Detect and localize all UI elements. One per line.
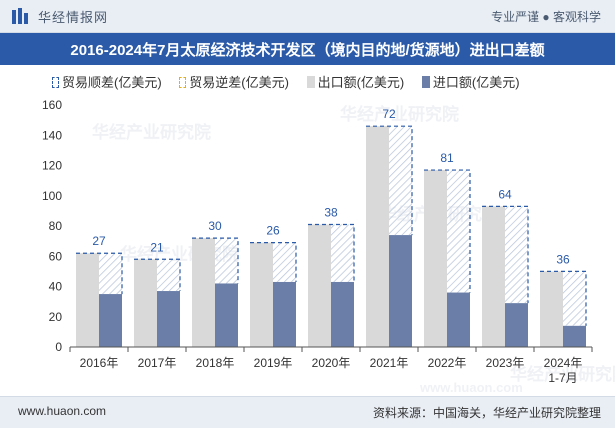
data-label-surplus: 81 <box>440 151 454 165</box>
data-label-surplus: 36 <box>556 252 570 266</box>
legend-label-import: 进口额(亿美元) <box>432 75 520 90</box>
x-tick-label: 2017年 <box>138 356 177 370</box>
footer-website: www.huaon.com <box>18 404 107 418</box>
data-label-surplus: 30 <box>208 219 222 233</box>
bar-export <box>250 242 273 347</box>
bar-surplus-fill <box>331 224 354 282</box>
bar-surplus-outline <box>192 237 239 284</box>
bar-surplus-fill <box>99 253 122 295</box>
legend-swatch-import <box>421 76 430 88</box>
legend-item-import: 进口额(亿美元) <box>421 72 520 91</box>
y-tick-label: 100 <box>42 189 62 203</box>
top-bar: 华经情报网 专业严谨 ● 客观科学 <box>0 0 615 33</box>
legend-label-surplus: 贸易顺差(亿美元) <box>62 75 162 90</box>
bars: 27 21 30 26 38 72 81 64 36 <box>76 107 587 347</box>
legend: 贸易顺差(亿美元) 贸易逆差(亿美元) 出口额(亿美元) 进口额(亿美元) <box>52 72 534 92</box>
bar-export <box>482 206 505 347</box>
data-label-surplus: 21 <box>150 240 164 254</box>
bar-surplus-outline <box>482 205 529 304</box>
bar-export <box>424 170 447 347</box>
x-tick-label: 2022年 <box>428 356 467 370</box>
y-tick-label: 120 <box>42 159 62 173</box>
bar-import <box>215 283 238 347</box>
bar-surplus-outline <box>134 258 181 292</box>
y-tick-label: 20 <box>49 310 63 324</box>
bar-import <box>505 303 528 347</box>
logo-text: 华经情报网 <box>38 10 109 25</box>
bar-import <box>99 294 122 347</box>
x-tick-label: 2021年 <box>370 356 409 370</box>
y-tick-label: 60 <box>49 249 63 263</box>
bar-surplus-outline <box>308 223 355 282</box>
x-tick-label: 2016年 <box>80 356 119 370</box>
data-label-surplus: 26 <box>266 224 280 238</box>
legend-swatch-deficit <box>179 77 187 88</box>
x-tick-label: 2018年 <box>196 356 235 370</box>
bar-surplus-fill <box>215 238 238 284</box>
bar-surplus-fill <box>157 259 180 292</box>
footer: www.huaon.com 资料来源：中国海关，华经产业研究院整理 <box>0 396 615 428</box>
x-tick-label: 2019年 <box>254 356 293 370</box>
footer-source: 资料来源：中国海关，华经产业研究院整理 <box>372 406 601 420</box>
legend-swatch-export <box>306 76 315 88</box>
y-axis: 0 20 40 60 80 100 120 140 160 <box>42 98 62 354</box>
bar-import <box>331 281 354 347</box>
x-tick-label: 2023年 <box>486 356 525 370</box>
title-bar: 2016-2024年7月太原经济技术开发区（境内目的地/货源地）进出口差额 <box>0 33 615 65</box>
x-tick-label: 2024年 <box>544 356 583 370</box>
legend-label-deficit: 贸易逆差(亿美元) <box>189 75 289 90</box>
bar-surplus-outline <box>540 270 587 326</box>
bar-surplus-outline <box>424 169 471 293</box>
bar-export <box>540 271 563 347</box>
bar-surplus-fill <box>273 242 296 282</box>
y-tick-label: 80 <box>49 219 63 233</box>
bar-import <box>157 291 180 347</box>
y-tick-label: 140 <box>42 128 62 142</box>
bar-export <box>308 224 331 347</box>
bar-import <box>389 235 412 347</box>
data-label-surplus: 27 <box>92 234 106 248</box>
bar-import <box>447 292 470 347</box>
bar-surplus-fill <box>563 271 586 326</box>
logo-icon <box>12 8 28 24</box>
bar-import <box>273 281 296 347</box>
bar-surplus-outline <box>76 252 123 295</box>
bar-export <box>134 259 157 347</box>
y-tick-label: 0 <box>55 340 62 354</box>
legend-item-deficit: 贸易逆差(亿美元) <box>179 72 289 91</box>
y-tick-label: 160 <box>42 98 62 112</box>
bar-surplus-outline <box>250 242 297 282</box>
chart-title: 2016-2024年7月太原经济技术开发区（境内目的地/货源地）进出口差额 <box>70 42 545 59</box>
legend-item-surplus: 贸易顺差(亿美元) <box>52 72 162 91</box>
bar-surplus-fill <box>505 206 528 304</box>
bar-import <box>563 325 586 347</box>
y-tick-label: 40 <box>49 280 63 294</box>
legend-swatch-surplus <box>52 77 59 88</box>
bar-export <box>192 238 215 347</box>
data-label-surplus: 64 <box>498 187 512 201</box>
bar-export <box>366 126 389 347</box>
x-tick-label: 2020年 <box>312 356 351 370</box>
data-label-surplus: 72 <box>382 107 396 121</box>
bar-export <box>76 253 99 347</box>
bar-surplus-fill <box>447 170 470 293</box>
tagline: 专业严谨 ● 客观科学 <box>491 10 601 24</box>
legend-item-export: 出口额(亿美元) <box>306 72 405 91</box>
bar-surplus-outline <box>366 125 413 236</box>
x-tick-label: 1-7月 <box>548 371 577 385</box>
x-axis: 2016年 2017年 2018年 2019年 2020年 2021年 2022年 2023年… <box>69 346 593 385</box>
bar-surplus-fill <box>389 126 412 236</box>
data-label-surplus: 38 <box>324 205 338 219</box>
legend-label-export: 出口额(亿美元) <box>317 75 405 90</box>
